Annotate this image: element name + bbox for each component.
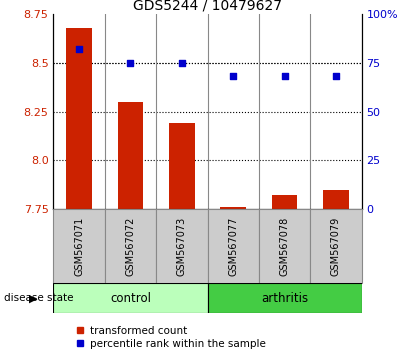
Bar [53, 209, 105, 283]
Bar [208, 283, 362, 313]
Text: GSM567078: GSM567078 [279, 216, 290, 276]
Bar [220, 206, 246, 209]
Point [178, 60, 185, 66]
Bar [66, 28, 92, 209]
Text: GSM567072: GSM567072 [125, 216, 136, 276]
Text: disease state: disease state [4, 293, 74, 303]
Point [281, 74, 288, 79]
Bar [53, 283, 208, 313]
Bar [310, 209, 362, 283]
Bar [272, 195, 298, 209]
Bar [118, 102, 143, 209]
Text: arthritis: arthritis [261, 292, 308, 305]
Bar [156, 209, 208, 283]
Bar [259, 209, 310, 283]
Point [127, 60, 134, 66]
Text: control: control [110, 292, 151, 305]
Point [230, 74, 237, 79]
Text: GSM567071: GSM567071 [74, 216, 84, 276]
Title: GDS5244 / 10479627: GDS5244 / 10479627 [133, 0, 282, 13]
Point [76, 46, 82, 52]
Bar [169, 123, 195, 209]
Point [333, 74, 339, 79]
Bar [105, 209, 156, 283]
Bar [323, 190, 349, 209]
Text: ▶: ▶ [29, 293, 37, 303]
Text: GSM567077: GSM567077 [228, 216, 238, 276]
Text: GSM567079: GSM567079 [331, 216, 341, 276]
Text: GSM567073: GSM567073 [177, 216, 187, 276]
Bar [208, 209, 259, 283]
Legend: transformed count, percentile rank within the sample: transformed count, percentile rank withi… [75, 326, 266, 349]
